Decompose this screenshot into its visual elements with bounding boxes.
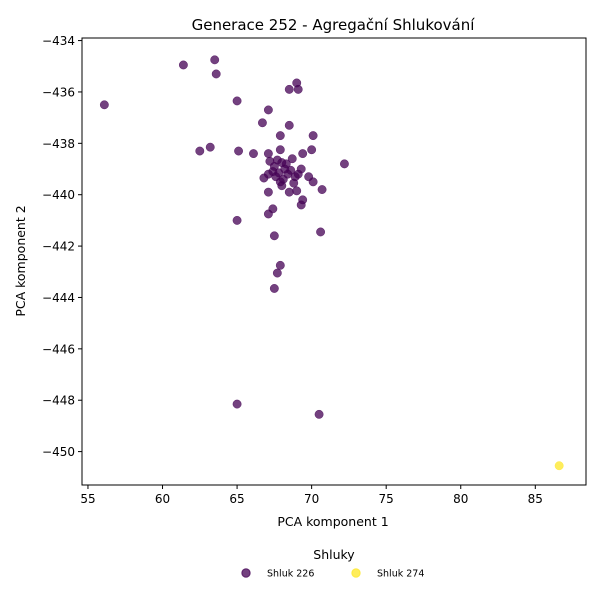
legend-marker [241, 568, 251, 578]
data-point [249, 149, 258, 159]
data-point [308, 177, 318, 187]
data-point [99, 100, 109, 110]
data-point [283, 169, 293, 179]
plot-frame [81, 37, 587, 486]
data-point [308, 131, 318, 141]
data-point [269, 231, 279, 241]
y-axis-label: PCA komponent 2 [13, 205, 28, 316]
data-point [284, 187, 294, 197]
y-tick-label: −438 [42, 137, 75, 151]
chart-title: Generace 252 - Agregační Shlukování [192, 16, 476, 34]
data-point [275, 145, 285, 155]
data-point [178, 60, 188, 70]
data-point [263, 187, 273, 197]
data-point [314, 409, 324, 419]
data-point [289, 178, 299, 188]
data-point [317, 185, 327, 195]
data-point [293, 84, 303, 94]
data-point [195, 146, 205, 156]
data-point [269, 284, 279, 293]
data-point [263, 105, 273, 115]
legend-marker [351, 568, 361, 578]
data-point [293, 169, 303, 179]
x-tick-label: 60 [155, 492, 170, 506]
x-axis-label: PCA komponent 1 [277, 514, 388, 529]
data-point [232, 96, 242, 106]
data-point [277, 181, 287, 191]
x-tick-label: 65 [229, 492, 244, 506]
y-tick-label: −446 [42, 342, 75, 356]
legend: Shluky Shluk 226 Shluk 274 [241, 547, 424, 580]
data-point [232, 399, 242, 409]
data-point [296, 200, 306, 210]
x-tick-label: 55 [80, 492, 95, 506]
data-point [210, 55, 220, 65]
y-axis-ticks: −450 −448 −446 −444 −442 −440 −438 −436 −434 [42, 34, 82, 459]
data-point [284, 120, 294, 130]
x-tick-label: 80 [453, 492, 468, 506]
y-tick-label: −448 [42, 394, 75, 408]
data-point [275, 131, 285, 141]
data-point [272, 268, 282, 278]
data-point [234, 146, 244, 156]
data-point [257, 118, 267, 128]
y-tick-label: −442 [42, 240, 75, 254]
x-axis-ticks: 55 60 65 70 75 80 85 [80, 485, 543, 506]
data-point [298, 149, 308, 159]
data-point [263, 209, 273, 219]
y-tick-label: −444 [42, 291, 75, 305]
y-tick-label: −434 [42, 34, 75, 48]
data-point [205, 142, 215, 152]
data-point [307, 145, 317, 155]
data-point [263, 169, 273, 179]
data-point [284, 84, 294, 94]
data-point [554, 461, 564, 471]
data-point [292, 186, 302, 196]
data-point [211, 69, 221, 79]
x-tick-label: 70 [304, 492, 319, 506]
y-tick-label: −450 [42, 445, 75, 459]
legend-title: Shluky [313, 547, 355, 562]
data-points [99, 55, 564, 471]
y-tick-label: −440 [42, 188, 75, 202]
data-point [232, 215, 242, 225]
legend-label: Shluk 226 [267, 569, 314, 580]
y-tick-label: −436 [42, 85, 75, 99]
legend-label: Shluk 274 [377, 569, 424, 580]
data-point [287, 154, 297, 164]
x-tick-label: 85 [528, 492, 543, 506]
data-point [316, 227, 326, 237]
data-point [275, 260, 285, 270]
legend-items: Shluk 226 Shluk 274 [241, 568, 424, 580]
x-tick-label: 75 [379, 492, 394, 506]
data-point [339, 159, 349, 169]
data-point [263, 149, 273, 159]
